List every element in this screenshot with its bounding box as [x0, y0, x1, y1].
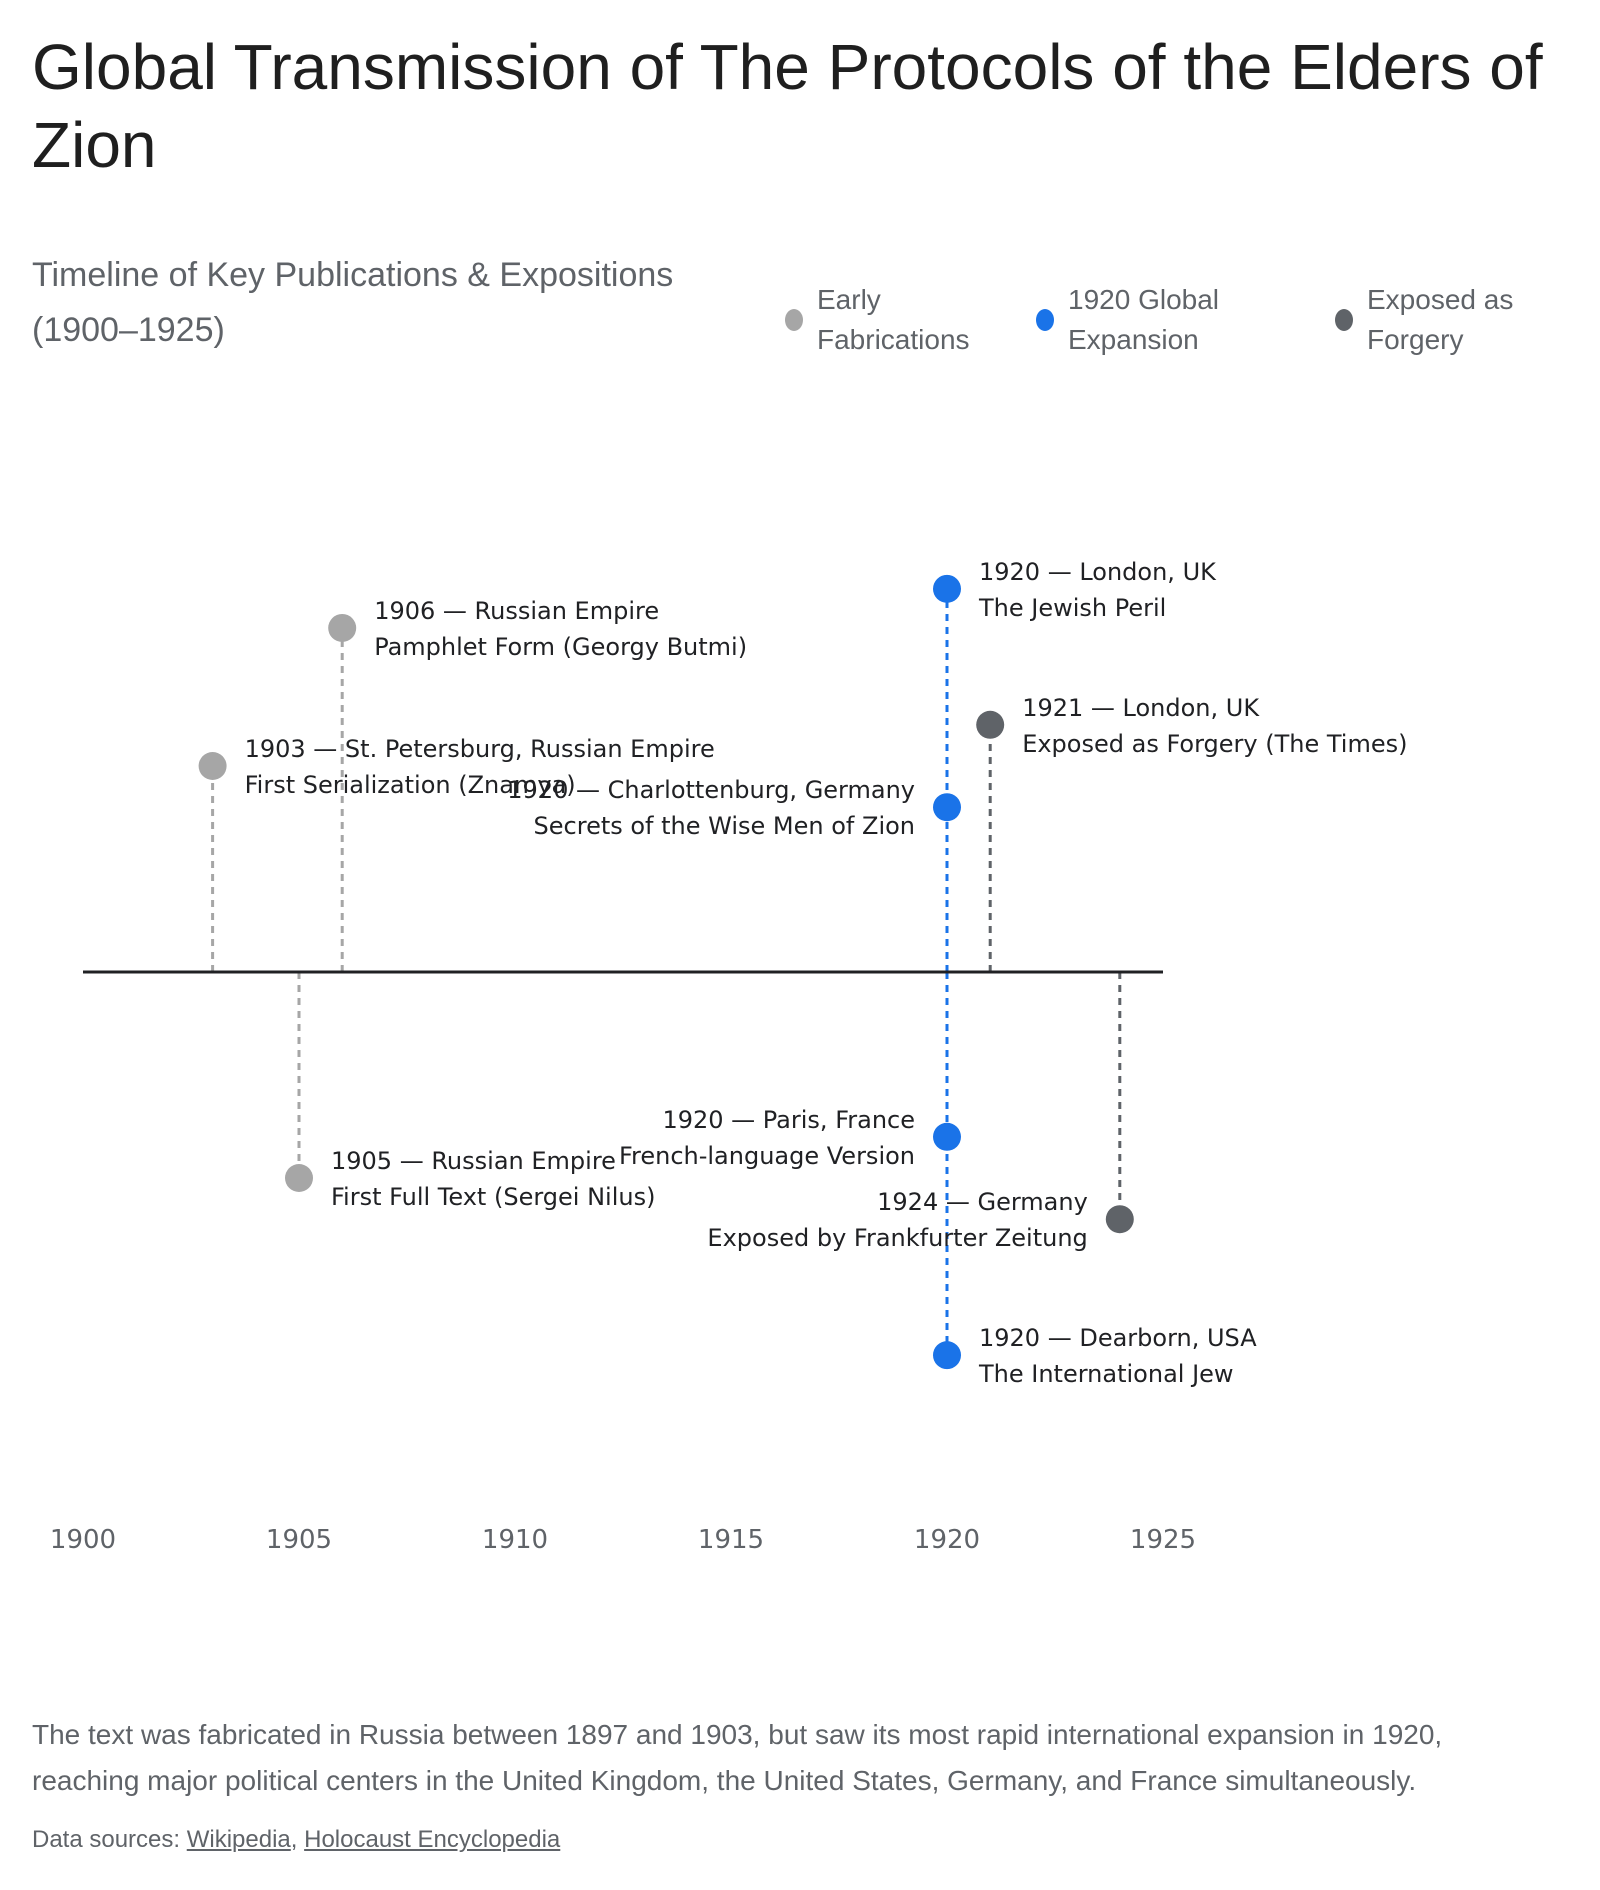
- event-label-place: 1920 — London, UK: [979, 558, 1217, 586]
- legend-swatch-early: [785, 309, 803, 331]
- event-dot: [933, 1122, 961, 1151]
- x-tick-label: 1920: [914, 1525, 980, 1555]
- event-label-place: 1903 — St. Petersburg, Russian Empire: [245, 735, 715, 763]
- event-label-place: 1920 — Charlottenburg, Germany: [507, 776, 915, 804]
- event-label-place: 1920 — Dearborn, USA: [979, 1324, 1257, 1352]
- event-dot: [285, 1164, 313, 1192]
- event-dot: [933, 574, 961, 603]
- x-axis-ticks: 1900 1905 1910 1915 1920 1925: [50, 1525, 1196, 1555]
- chart-footnote: The text was fabricated in Russia betwee…: [32, 1719, 1443, 1796]
- event-label-title: The Jewish Peril: [978, 594, 1166, 622]
- legend-swatch-1920: [1036, 309, 1054, 331]
- event-dot: [933, 793, 961, 822]
- source-link-wikipedia[interactable]: Wikipedia: [186, 1826, 291, 1853]
- x-tick-label: 1910: [482, 1525, 548, 1555]
- x-tick-label: 1915: [698, 1525, 764, 1555]
- event-label-title: Exposed as Forgery (The Times): [1022, 730, 1407, 758]
- x-tick-label: 1900: [50, 1525, 116, 1555]
- source-link-holocaust-encyclopedia[interactable]: Holocaust Encyclopedia: [304, 1826, 561, 1853]
- legend-swatch-exposed: [1335, 309, 1353, 331]
- event-dot: [1105, 1205, 1134, 1234]
- event-stems: [211, 588, 1122, 1356]
- chart-subtitle: Timeline of Key Publications & Expositio…: [32, 256, 674, 349]
- event-label-title: First Serialization (Znamya): [245, 771, 576, 799]
- event-label-place: 1920 — Paris, France: [662, 1106, 915, 1134]
- event-label-title: French-language Version: [619, 1142, 915, 1170]
- event-dot: [198, 752, 227, 780]
- legend-label-exposed: Exposed as Forgery: [1367, 284, 1514, 355]
- event-dot: [933, 1341, 961, 1370]
- event-label-title: The International Jew: [978, 1360, 1234, 1388]
- legend-label-1920: 1920 Global Expansion: [1068, 284, 1220, 355]
- event-dot: [976, 710, 1005, 739]
- x-tick-label: 1905: [266, 1525, 332, 1555]
- sources-prefix: Data sources:: [32, 1826, 187, 1853]
- legend-item-exposed: Exposed as Forgery: [1335, 280, 1537, 360]
- event-dot: [328, 613, 357, 642]
- event-dots: [198, 574, 1134, 1370]
- data-sources: Data sources: Wikipedia, Holocaust Encyc…: [32, 1826, 560, 1854]
- chart-title: Global Transmission of The Protocols of …: [32, 31, 1543, 181]
- legend-label-early: Early Fabrications: [817, 284, 970, 355]
- event-label-title: Secrets of the Wise Men of Zion: [534, 812, 915, 840]
- event-label-place: 1905 — Russian Empire: [331, 1147, 616, 1175]
- event-label-title: First Full Text (Sergei Nilus): [331, 1183, 655, 1211]
- event-labels: 1903 — St. Petersburg, Russian Empire Fir…: [245, 558, 1408, 1388]
- x-tick-label: 1925: [1130, 1525, 1196, 1555]
- event-label-place: 1921 — London, UK: [1022, 694, 1260, 722]
- timeline-chart: 1903 — St. Petersburg, Russian Empire Fir…: [50, 558, 1408, 1555]
- legend-item-1920-expansion: 1920 Global Expansion: [1036, 280, 1248, 360]
- legend-item-early-fabrications: Early Fabrications: [785, 280, 987, 360]
- sources-separator: ,: [290, 1826, 305, 1853]
- event-label-title: Exposed by Frankfurter Zeitung: [707, 1224, 1087, 1252]
- event-label-place: 1924 — Germany: [877, 1188, 1088, 1216]
- event-label-title: Pamphlet Form (Georgy Butmi): [374, 633, 747, 661]
- event-label-place: 1906 — Russian Empire: [374, 597, 659, 625]
